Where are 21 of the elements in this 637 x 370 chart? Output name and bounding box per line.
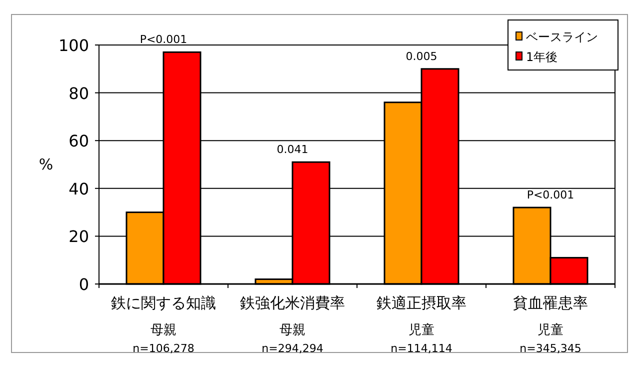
annotation: 0.041 <box>276 143 308 156</box>
y-tick-label: 40 <box>68 179 89 198</box>
y-tick-label: 60 <box>68 132 89 151</box>
x-tick-label: 鉄強化米消費率 <box>240 294 345 312</box>
x-tick-label: 貧血罹患率 <box>513 294 588 312</box>
legend-label: 1年後 <box>526 50 558 64</box>
y-tick-label: 80 <box>68 84 89 103</box>
annotation: P<0.001 <box>526 188 574 202</box>
y-axis-title: % <box>38 156 54 174</box>
annotation: 0.005 <box>406 50 438 63</box>
text: 母親 n=294,294 <box>262 323 324 355</box>
y-tick-label: 100 <box>58 36 89 55</box>
x-tick-label: 鉄適正摂取率 <box>376 294 466 312</box>
y-tick-label: 20 <box>68 227 89 246</box>
x-tick-label: 鉄に関する知識 <box>111 294 216 312</box>
text: 母親 n=106,278 <box>132 323 194 355</box>
annotation: P<0.001 <box>140 33 188 46</box>
legend-label: ベースライン <box>526 30 598 44</box>
text: 児童 n=345,345 <box>520 322 582 355</box>
y-tick-label: 0 <box>78 275 89 294</box>
text: 児童 n=114,114 <box>390 322 452 355</box>
